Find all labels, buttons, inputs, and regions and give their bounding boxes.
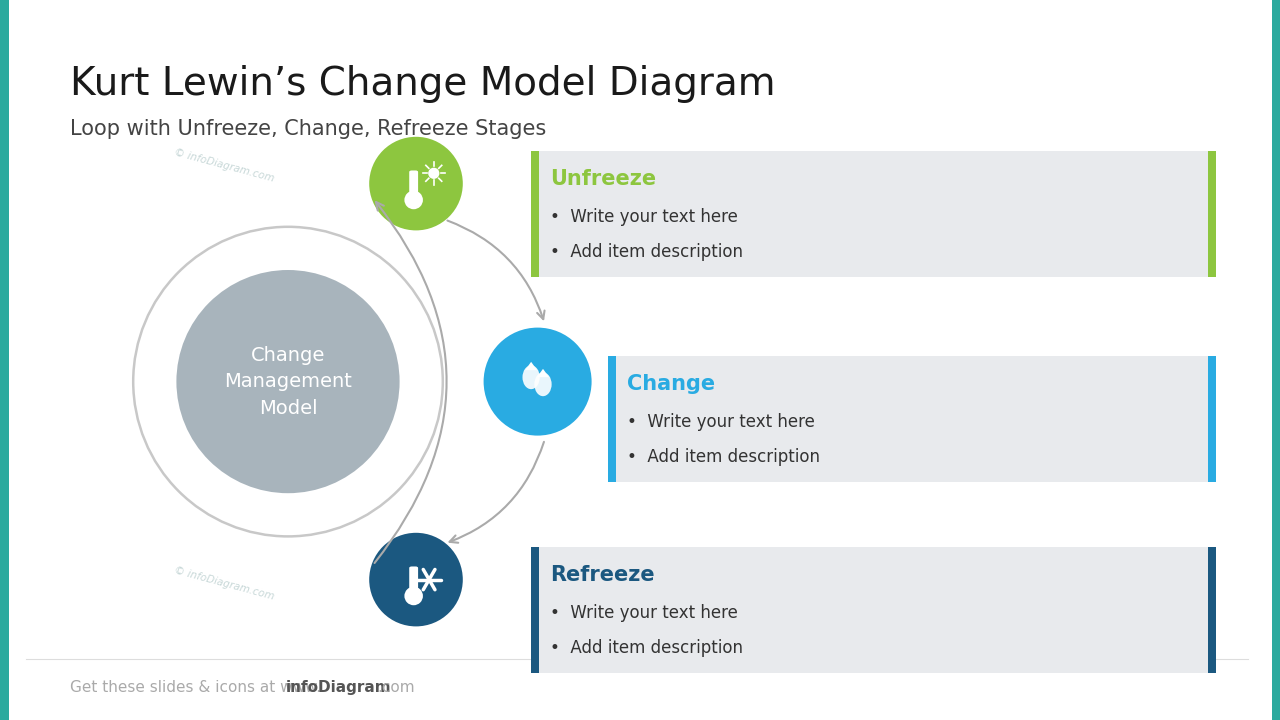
Text: Unfreeze: Unfreeze xyxy=(550,169,657,189)
Text: Loop with Unfreeze, Change, Refreeze Stages: Loop with Unfreeze, Change, Refreeze Sta… xyxy=(70,119,547,139)
Text: •  Write your text here: • Write your text here xyxy=(550,603,739,621)
FancyBboxPatch shape xyxy=(410,171,419,199)
Text: Change: Change xyxy=(627,374,716,394)
Bar xyxy=(531,547,539,673)
Text: •  Write your text here: • Write your text here xyxy=(550,207,739,226)
Bar xyxy=(1208,151,1216,277)
Text: Get these slides & icons at www.: Get these slides & icons at www. xyxy=(70,680,321,695)
Text: •  Add item description: • Add item description xyxy=(627,448,820,467)
Bar xyxy=(608,356,1216,482)
Text: infoDiagram: infoDiagram xyxy=(285,680,392,695)
Polygon shape xyxy=(536,369,549,377)
Ellipse shape xyxy=(369,533,463,626)
Bar xyxy=(608,356,616,482)
Bar xyxy=(531,151,1216,277)
Ellipse shape xyxy=(177,270,399,493)
Text: Kurt Lewin’s Change Model Diagram: Kurt Lewin’s Change Model Diagram xyxy=(70,65,776,103)
Text: •  Add item description: • Add item description xyxy=(550,639,744,657)
Text: © infoDiagram.com: © infoDiagram.com xyxy=(173,565,275,601)
FancyArrowPatch shape xyxy=(375,202,447,563)
Ellipse shape xyxy=(369,137,463,230)
Ellipse shape xyxy=(484,328,591,436)
FancyArrowPatch shape xyxy=(448,220,544,319)
Ellipse shape xyxy=(534,372,552,396)
Ellipse shape xyxy=(428,577,431,582)
Text: •  Write your text here: • Write your text here xyxy=(627,413,815,431)
Polygon shape xyxy=(525,362,538,370)
Text: Refreeze: Refreeze xyxy=(550,565,655,585)
FancyArrowPatch shape xyxy=(449,442,544,543)
Ellipse shape xyxy=(522,366,540,389)
Ellipse shape xyxy=(429,168,439,179)
Text: •  Add item description: • Add item description xyxy=(550,243,744,261)
Ellipse shape xyxy=(404,587,422,606)
Bar xyxy=(1208,547,1216,673)
Ellipse shape xyxy=(404,191,422,210)
Bar xyxy=(531,547,1216,673)
Text: © infoDiagram.com: © infoDiagram.com xyxy=(173,148,275,184)
Bar xyxy=(1208,356,1216,482)
FancyBboxPatch shape xyxy=(410,567,419,595)
Bar xyxy=(531,151,539,277)
Text: .com: .com xyxy=(378,680,415,695)
Text: Change
Management
Model: Change Management Model xyxy=(224,346,352,418)
